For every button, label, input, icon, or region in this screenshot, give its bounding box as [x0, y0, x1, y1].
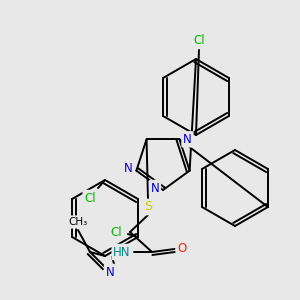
Text: Cl: Cl	[110, 226, 122, 238]
Text: S: S	[144, 200, 152, 214]
Text: HN: HN	[113, 245, 131, 259]
Text: Cl: Cl	[193, 34, 205, 47]
Text: N: N	[124, 162, 133, 175]
Text: Cl: Cl	[84, 191, 96, 205]
Text: N: N	[151, 182, 159, 194]
Text: CH₃: CH₃	[68, 217, 88, 227]
Text: N: N	[106, 266, 114, 278]
Text: O: O	[177, 242, 187, 254]
Text: N: N	[183, 133, 192, 146]
